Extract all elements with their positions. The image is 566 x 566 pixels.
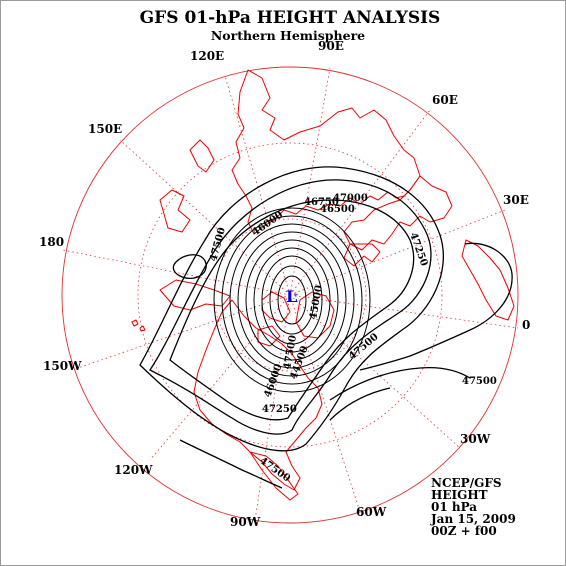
coastline-kamchatka <box>159 189 191 233</box>
lon-label-0: 0 <box>522 318 530 332</box>
map-title: GFS 01-hPa HEIGHT ANALYSIS <box>140 8 441 28</box>
info-cycle: 00Z + f00 <box>431 524 497 538</box>
low-center-dot: + <box>293 291 299 299</box>
contour-ring-1 <box>213 207 371 393</box>
coastline-hawaii <box>131 319 146 332</box>
info-level: 01 hPa <box>431 500 477 514</box>
coastline-greenland <box>295 291 335 339</box>
contour-label-47000: 47000 <box>333 193 368 204</box>
lon-label-30e: 30E <box>503 193 529 207</box>
lon-label-90e: 90E <box>318 39 344 53</box>
contour-ring-6 <box>253 247 331 353</box>
coastline-asia <box>231 69 421 235</box>
latitude-circle-60n <box>213 218 367 372</box>
low-center-marker: L <box>286 287 297 306</box>
meridian-90w <box>254 294 291 521</box>
contour-ring-7 <box>261 255 323 345</box>
coastline-scandinavia <box>343 243 381 267</box>
lon-label-60e: 60E <box>432 93 458 107</box>
map-subtitle: Northern Hemisphere <box>211 28 365 43</box>
coastline-alaska <box>159 279 231 311</box>
contour-label-47250-south: 47250 <box>262 404 297 415</box>
height-contours <box>139 166 513 489</box>
lon-label-90w: 90W <box>230 515 261 529</box>
coastline-africa <box>461 239 515 321</box>
info-model: NCEP/GFS <box>431 476 502 490</box>
lon-label-30w: 30W <box>460 432 491 446</box>
coastline-europe <box>343 175 453 251</box>
contour-label-46500: 46500 <box>320 204 355 215</box>
contour-47500-lower <box>179 439 283 489</box>
contour-ring-9 <box>277 275 307 325</box>
meridian-120e <box>224 75 291 296</box>
info-variable: HEIGHT <box>431 488 488 502</box>
contour-ring-2 <box>221 215 363 385</box>
info-block: NCEP/GFS HEIGHT 01 hPa Jan 15, 2009 00Z … <box>430 476 516 538</box>
contour-ring-4 <box>237 231 347 369</box>
contour-47250 <box>169 199 415 421</box>
lon-label-120w: 120W <box>114 463 153 477</box>
contour-47500-atlantic <box>359 242 513 371</box>
contour-label-47500-right: 47500 <box>462 376 497 387</box>
meridian-60w <box>289 294 361 513</box>
lon-label-150e: 150E <box>88 122 122 136</box>
contour-ring-5 <box>245 239 339 361</box>
contour-47500-outer <box>139 166 444 452</box>
lon-label-60w: 60W <box>356 505 387 519</box>
lon-label-150w: 150W <box>43 359 82 373</box>
contour-cluster <box>213 207 371 393</box>
longitude-labels: 90E 120E 60E 150E 30E 180 0 150W 30W 120… <box>39 39 530 529</box>
contour-47500-main <box>149 179 432 435</box>
info-date: Jan 15, 2009 <box>430 512 516 526</box>
contour-47500-pacific <box>172 254 207 279</box>
coastline-north-america <box>193 299 323 491</box>
coastline-central-america <box>249 451 299 501</box>
contour-ring-3 <box>229 223 355 377</box>
contour-47500-southeast <box>329 366 471 401</box>
contour-ring-8 <box>269 265 315 335</box>
coastlines <box>131 69 515 501</box>
coastline-japan <box>189 139 215 173</box>
lon-label-180: 180 <box>39 235 64 249</box>
contour-label-46750: 46750 <box>304 197 339 208</box>
lon-label-120e: 120E <box>190 49 224 63</box>
hemisphere-boundary <box>61 66 519 524</box>
contour-47500-south <box>329 387 391 421</box>
